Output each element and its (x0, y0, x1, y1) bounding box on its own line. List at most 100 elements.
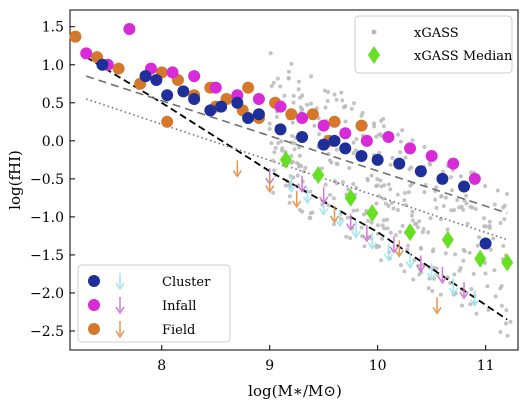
xgass-point (323, 182, 328, 187)
xgass-point (297, 207, 302, 212)
xgass-point (327, 192, 332, 197)
xgass-point (389, 200, 394, 205)
xgass-point (433, 197, 438, 202)
xgass-point (457, 205, 462, 210)
xgass-point (317, 132, 322, 137)
y-tick-label: 1.0 (42, 58, 64, 74)
upper-limit-infall (459, 282, 469, 300)
xgass-point (465, 221, 470, 226)
y-tick-label: −2.0 (30, 286, 64, 302)
axis-ticks: 8 9 10 11 1.5 1.0 0.5 0.0 −0.5 −1.0 −1.5 −2.0 −2.5 (30, 20, 495, 374)
xgass-point (339, 90, 344, 95)
infall-point (360, 134, 373, 147)
xgass-point (289, 140, 294, 145)
xgass-point (343, 119, 348, 124)
upper-limit-infall (346, 213, 356, 232)
legend-cluster-marker (88, 275, 100, 287)
xgass-point (385, 226, 390, 231)
xgass-point (388, 230, 393, 235)
xgass-point (375, 177, 380, 182)
legend-field-label: Field (162, 323, 195, 338)
xgass-point (309, 101, 314, 106)
data-points (69, 23, 514, 272)
xgass-point (420, 230, 425, 235)
xgass-point (448, 281, 453, 286)
xgass-point (461, 207, 466, 212)
xgass-point (345, 215, 350, 220)
upper-limit-infall (362, 225, 372, 243)
xgass-point (325, 99, 330, 104)
xgass-point (374, 184, 379, 189)
xgass-point (272, 168, 277, 173)
cluster-point (371, 153, 384, 166)
xgass-point (388, 187, 393, 192)
field-point (355, 119, 368, 132)
xgass-point (384, 217, 389, 222)
y-axis-title: log(fHI) (6, 150, 24, 210)
infall-point (123, 23, 136, 36)
xgass-point (402, 269, 407, 274)
xgass-point (380, 223, 385, 228)
cluster-point (393, 157, 406, 170)
xgass-point (395, 132, 400, 137)
xgass-point (359, 225, 364, 230)
xgass-point (499, 303, 504, 308)
infall-point (468, 172, 481, 185)
legend-median-label: xGASS Median (414, 49, 513, 64)
upper-limit-cluster (367, 232, 377, 251)
xgass-point (410, 209, 415, 214)
xgass-point (372, 124, 377, 129)
xgass-point (365, 178, 370, 183)
cluster-point (436, 172, 449, 185)
upper-limit-field (265, 175, 275, 194)
xgass-point (461, 258, 466, 263)
xgass-point (383, 201, 388, 206)
infall-point (447, 157, 460, 170)
x-tick-label: 11 (477, 358, 495, 374)
xgass-point (334, 147, 339, 152)
xgass-point (468, 302, 473, 307)
xgass-point (346, 187, 351, 192)
upper-limit-cluster (351, 221, 361, 239)
xgass-point (431, 247, 436, 252)
xgass-point (379, 258, 384, 263)
xgass-point (498, 221, 503, 226)
xgass-point (461, 247, 466, 252)
xgass-point (400, 223, 405, 228)
xgass-point (354, 137, 359, 142)
xgass-point (505, 333, 510, 338)
upper-limit-infall (297, 175, 307, 194)
legend-median-marker (368, 46, 380, 64)
legend-top-right-box (354, 15, 513, 74)
xgass-point (470, 205, 475, 210)
xgass-point (391, 206, 396, 211)
upper-limit-infall (319, 187, 329, 205)
upper-limit-cluster (427, 263, 437, 281)
xgass-point (485, 284, 490, 289)
legend-field-marker (88, 323, 100, 335)
xgass-point (334, 161, 339, 166)
xgass-point (453, 252, 458, 257)
xgass-point (374, 201, 379, 206)
xgass-point (296, 87, 301, 92)
xgass-point (443, 251, 448, 256)
y-tick-label: 1.5 (42, 20, 64, 36)
legend-infall-marker (88, 299, 100, 311)
xgass-point (412, 257, 417, 262)
xgass-point (381, 218, 386, 223)
cluster-point (414, 165, 427, 178)
infall-point (166, 66, 179, 79)
xgass-point (386, 182, 391, 187)
upper-limit-cluster (335, 209, 345, 228)
xgass-point (374, 243, 379, 248)
legend-xgass-marker (371, 29, 377, 35)
x-axis-title: log(M∗/M⊙) (248, 382, 342, 400)
xgass-point (407, 167, 412, 172)
xgass-point (282, 93, 287, 98)
cluster-point (274, 123, 287, 136)
xgass-point (326, 203, 331, 208)
infall-point (339, 127, 352, 140)
xgass-point (272, 150, 277, 155)
xgass-point (409, 213, 414, 218)
upper-limit-cluster (383, 244, 394, 262)
